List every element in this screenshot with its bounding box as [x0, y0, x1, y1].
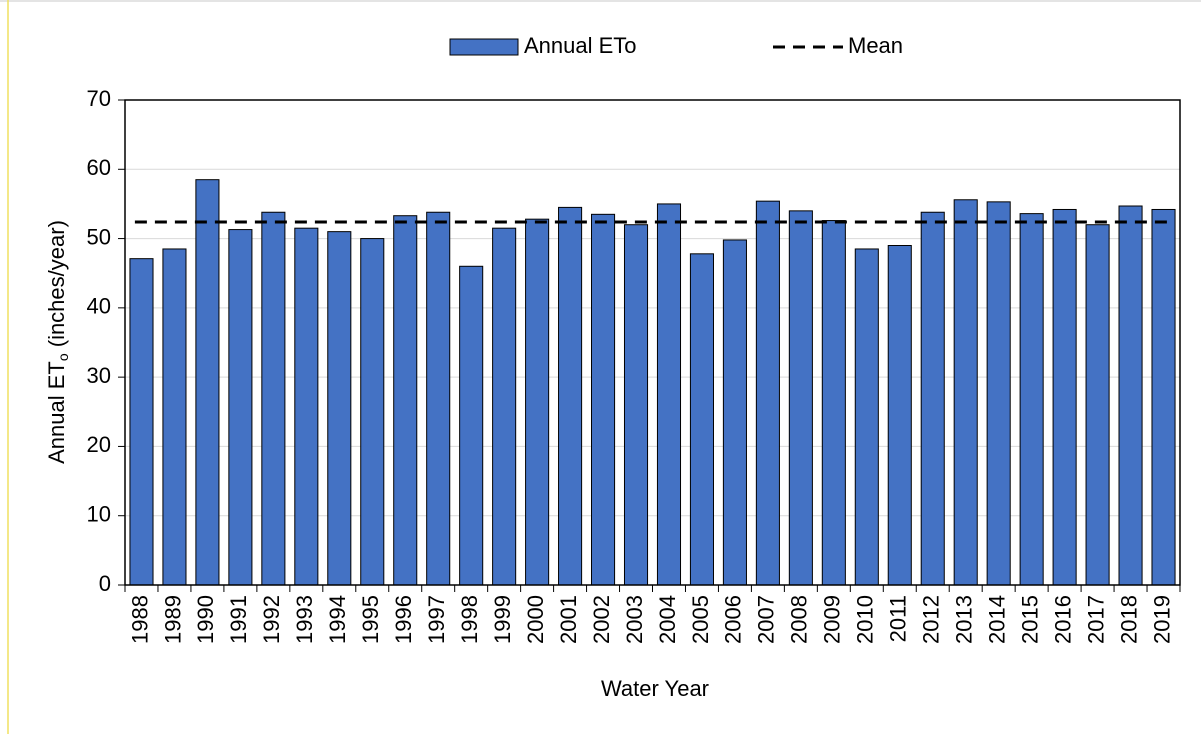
bar	[492, 227, 517, 586]
y-tick-label: 50	[87, 224, 111, 249]
y-label-main: Annual ET	[44, 361, 69, 464]
bar	[558, 206, 583, 586]
y-tick-label: 0	[99, 571, 111, 596]
x-tick-label: 2017	[1083, 595, 1108, 644]
y-tick-label: 20	[87, 432, 111, 457]
x-tick-label: 1993	[292, 595, 317, 644]
legend-label: Annual ETo	[524, 33, 637, 58]
bar	[327, 231, 352, 586]
x-tick-label: 1988	[127, 595, 152, 644]
bar	[162, 248, 187, 586]
y-tick-label: 40	[87, 294, 111, 319]
x-tick-label: 2015	[1017, 595, 1042, 644]
legend-label: Mean	[848, 33, 903, 58]
x-tick-label: 2010	[853, 595, 878, 644]
x-tick-label: 1996	[391, 595, 416, 644]
bar	[195, 179, 220, 586]
x-tick-label: 2018	[1116, 595, 1141, 644]
bar	[525, 218, 550, 586]
plot-frame	[124, 99, 1181, 586]
y-axis-label: Annual ETo (inches/year)	[44, 220, 71, 464]
x-tick-label: 1991	[226, 595, 251, 644]
x-tick-label: 2019	[1149, 595, 1174, 644]
y-tick-label: 30	[87, 363, 111, 388]
x-tick-label: 2012	[919, 595, 944, 644]
x-axis-label: Water Year	[601, 676, 709, 701]
x-tick-label: 2005	[688, 595, 713, 644]
bar	[261, 211, 286, 586]
x-tick-label: 2004	[655, 595, 680, 644]
bar	[986, 201, 1011, 586]
x-tick-label: 1989	[160, 595, 185, 644]
bar	[1052, 208, 1077, 586]
bar	[887, 245, 912, 586]
x-tick-label: 1994	[325, 595, 350, 644]
bar	[426, 211, 451, 586]
y-label-suffix: (inches/year)	[44, 220, 69, 353]
x-tick-label: 1990	[193, 595, 218, 644]
x-tick-label: 2007	[754, 595, 779, 644]
y-tick-label: 10	[87, 502, 111, 527]
bar	[1085, 224, 1110, 586]
x-tick-label: 1998	[457, 595, 482, 644]
bar	[393, 215, 418, 586]
bar	[953, 199, 978, 586]
bar	[656, 203, 682, 586]
bar	[1019, 213, 1044, 586]
bar	[228, 229, 253, 586]
bar	[689, 253, 714, 586]
x-tick-label: 1992	[259, 595, 284, 644]
bar	[360, 238, 385, 586]
x-tick-label: 2016	[1050, 595, 1075, 644]
x-tick-label: 2001	[556, 595, 581, 644]
bar	[129, 258, 154, 586]
bar	[623, 224, 649, 586]
y-tick-label: 70	[87, 86, 111, 111]
bar	[755, 200, 780, 586]
bar	[294, 227, 319, 586]
y-label-sub: o	[55, 353, 71, 361]
bar	[459, 265, 484, 586]
legend-swatch	[449, 38, 519, 56]
bar	[1151, 208, 1176, 586]
bar	[591, 213, 616, 586]
y-tick-label: 60	[87, 155, 111, 180]
bar	[920, 211, 945, 586]
x-tick-label: 2003	[622, 595, 647, 644]
x-tick-label: 2008	[787, 595, 812, 644]
x-tick-label: 1999	[490, 595, 515, 644]
x-tick-label: 2014	[984, 595, 1009, 644]
bar	[788, 210, 813, 586]
bar	[854, 248, 879, 586]
x-tick-label: 1995	[358, 595, 383, 644]
x-tick-label: 2009	[820, 595, 845, 644]
bar	[1118, 205, 1143, 586]
x-tick-label: 2002	[589, 595, 614, 644]
bar	[821, 220, 846, 586]
bar	[722, 239, 747, 586]
x-tick-label: 2011	[886, 595, 911, 642]
x-tick-label: 2013	[952, 595, 977, 644]
x-tick-label: 2000	[523, 595, 548, 644]
x-tick-label: 1997	[424, 595, 449, 644]
x-tick-label: 2006	[721, 595, 746, 644]
